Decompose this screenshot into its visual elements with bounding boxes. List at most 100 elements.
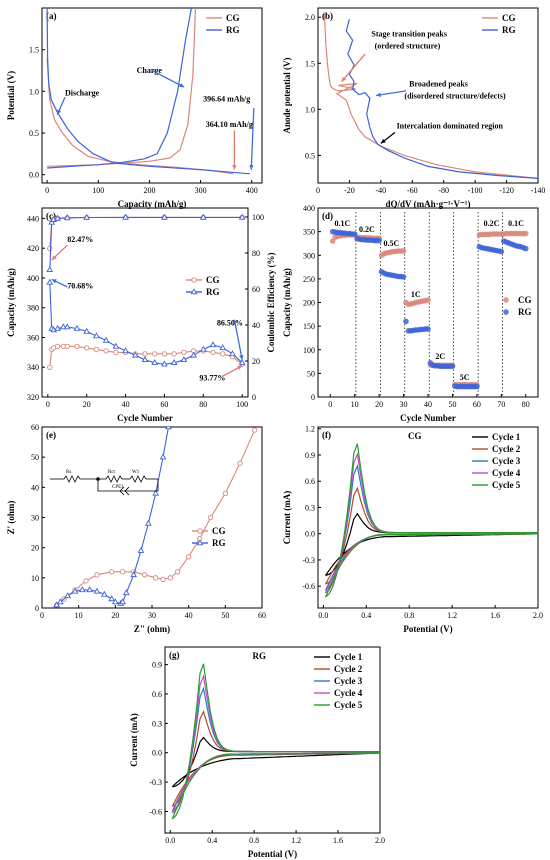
panel-label: (f) [322, 430, 331, 440]
y-axis-label: Potential (V) [6, 71, 16, 120]
legend-marker [503, 309, 509, 315]
y-axis-label: Z' (ohm) [6, 501, 16, 535]
y-axis-label: Current (mA) [282, 491, 292, 545]
y-tick-label: 250 [303, 275, 315, 284]
data-point [64, 592, 72, 599]
y-tick-label: -0.6 [302, 582, 315, 591]
y-tick-label: 20 [31, 544, 39, 553]
data-point [112, 342, 120, 349]
data-point [208, 514, 214, 521]
x-tick-label: 1.6 [333, 836, 343, 845]
data-point [400, 274, 407, 280]
annotation-arrowhead [380, 138, 386, 144]
rate-label: 0.1C [335, 219, 351, 228]
y-axis-label: Capacity (mAh/g) [282, 268, 292, 337]
data-point [165, 427, 172, 430]
y-tick-label: -0.3 [149, 778, 162, 787]
data-point [190, 351, 197, 358]
data-point [152, 489, 160, 496]
data-point [152, 351, 158, 357]
series-line-CG [46, 57, 234, 175]
x-tick-label: 0 [328, 400, 332, 409]
x-axis-label: Cycle Number [400, 413, 456, 423]
x-tick-label: 60 [160, 400, 168, 409]
data-point [153, 575, 159, 581]
legend-entry: Cycle 2 [334, 664, 363, 674]
x-tick-label: 10 [75, 611, 83, 620]
y-tick-label: 1.5 [305, 59, 315, 68]
cv-curve-Cycle 5 [171, 663, 381, 820]
x-tick-label: 1.2 [291, 836, 301, 845]
legend-entry: Cycle 1 [492, 432, 521, 442]
data-point [151, 359, 159, 366]
annotation-arrowhead [232, 165, 237, 170]
data-point [351, 231, 358, 237]
cv-curve-Cycle 5 [324, 443, 539, 598]
data-point [137, 546, 145, 553]
annotation-arrow [233, 319, 243, 360]
x-tick-label: 300 [195, 186, 207, 195]
data-point [71, 587, 79, 594]
legend-entry: Cycle 5 [334, 700, 363, 710]
legend-entry: RG [518, 307, 532, 317]
legend-entry: CG [226, 13, 240, 23]
circuit-label: CPE1 [112, 485, 124, 490]
panel-d: 0 10 20 30 40 50 60 70 80 0 50 100 150 200 250 300 350 40… [282, 204, 539, 423]
legend-entry: CG [212, 526, 226, 536]
data-point [160, 576, 166, 582]
data-point [109, 569, 115, 575]
annotation-text: Charge [137, 66, 163, 75]
data-point [93, 587, 101, 594]
y-tick-label: 0.9 [152, 661, 162, 670]
y-tick-label: 380 [27, 304, 39, 313]
data-point [86, 586, 94, 593]
data-point [46, 266, 54, 273]
annotation-text: (ordered structure) [375, 42, 441, 51]
data-point [56, 598, 64, 605]
data-point [119, 598, 127, 605]
data-point [93, 332, 100, 339]
x-tick-label: -100 [468, 186, 483, 195]
data-point [167, 575, 173, 581]
y-tick-label: 320 [27, 393, 39, 402]
series-line-RG [47, 7, 192, 169]
data-point [209, 341, 217, 348]
x-tick-label: 1.2 [447, 611, 457, 620]
data-point [238, 213, 246, 220]
y-tick-label: -0.3 [302, 556, 315, 565]
series-group [53, 427, 258, 608]
data-point [199, 213, 207, 220]
data-point [142, 351, 148, 357]
y-tick-label: 400 [27, 274, 39, 283]
x-tick-label: 0.0 [318, 611, 328, 620]
annotation-arrowhead [341, 76, 347, 82]
data-point [53, 601, 61, 608]
data-point [474, 383, 480, 390]
panel-f: 0.0 0.4 0.8 1.2 1.6 2.0 -0.6 -0.3 0.0 0.3 0.6 0.9 1.… [282, 425, 543, 634]
x-tick-label: 2.0 [533, 611, 543, 620]
y2-axis-label: Coulombic Efficiency (%) [266, 253, 276, 353]
plot-frame [317, 426, 539, 609]
panel-label: (b) [322, 11, 333, 21]
annotation-arrow [341, 53, 366, 83]
data-point [376, 237, 382, 244]
series-line-RG [345, 18, 539, 179]
y-tick-label: 0.9 [305, 451, 315, 460]
data-point [60, 323, 67, 330]
plot-frame [164, 646, 381, 834]
x-axis-label: Capacity (mAh/g) [118, 199, 187, 209]
data-point [229, 350, 236, 357]
annotation-text: Discharge [65, 89, 100, 98]
data-point [219, 344, 227, 351]
data-point [159, 453, 167, 460]
x-axis-label: dQ/dV (mAh·g⁻¹·V⁻¹) [386, 199, 471, 209]
cpe-branch [97, 479, 159, 492]
y-tick-label: 300 [303, 251, 315, 260]
y-tick-label: 0.0 [152, 749, 162, 758]
annotation-text: 396.64 mAh/g [203, 94, 250, 103]
legend-entry: CG [518, 295, 532, 305]
annotation-arrowhead [376, 92, 381, 97]
data-point [449, 363, 456, 370]
x-tick-label: 0 [316, 186, 320, 195]
y-tick-label: 0.3 [305, 503, 315, 512]
